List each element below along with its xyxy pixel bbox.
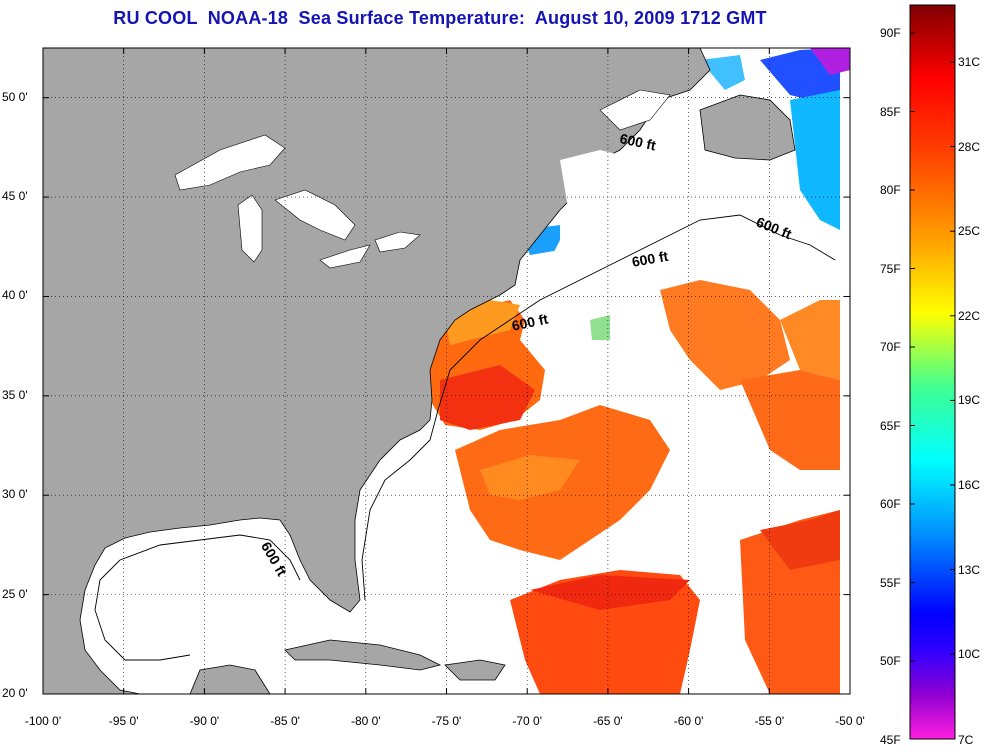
colorbar-f-label: 75F <box>880 261 901 276</box>
colorbar-c-label: 28C <box>958 139 981 154</box>
x-tick-label: -50 0' <box>835 714 865 728</box>
colorbar-f-label: 45F <box>880 733 901 747</box>
colorbar-c-label: 22C <box>958 308 981 323</box>
y-tick-label: 45 0' <box>2 189 28 204</box>
colorbar <box>909 4 956 740</box>
y-tick-label: 30 0' <box>2 487 28 502</box>
colorbar-f-label: 65F <box>880 418 901 433</box>
x-tick-label: -95 0' <box>108 714 139 728</box>
colorbar-c-label: 31C <box>958 55 981 69</box>
colorbar-c-label: 10C <box>958 647 981 662</box>
isobath-600ft <box>94 214 836 661</box>
grid <box>43 48 850 694</box>
y-tick-label: 40 0' <box>2 288 28 303</box>
colorbar-f-label: 50F <box>880 654 901 668</box>
x-tick-label: -80 0' <box>350 714 381 728</box>
x-tick-label: -100 0' <box>24 714 62 728</box>
colorbar-f-label: 70F <box>880 340 901 354</box>
y-tick-label: 25 0' <box>2 586 28 601</box>
x-tick-label: -60 0' <box>673 714 704 728</box>
y-tick-label: 20 0' <box>2 686 28 700</box>
colorbar-f-label: 55F <box>880 575 901 590</box>
x-tick-label: -90 0' <box>189 714 220 728</box>
colorbar-f-label: 80F <box>880 183 901 197</box>
colorbar-c-label: 7C <box>958 733 974 747</box>
x-tick-label: -55 0' <box>754 714 785 728</box>
colorbar-c-label: 13C <box>958 562 981 577</box>
x-tick-label: -75 0' <box>431 714 462 728</box>
map-title: RU COOL NOAA-18 Sea Surface Temperature:… <box>113 8 767 28</box>
colorbar-f-label: 60F <box>880 497 901 511</box>
sst-data <box>430 48 850 694</box>
colorbar-f-label: 85F <box>880 104 901 119</box>
y-tick-label: 50 0' <box>2 89 28 104</box>
colorbar-c-label: 19C <box>958 393 981 408</box>
colorbar-f-label: 90F <box>880 26 901 40</box>
y-tick-label: 35 0' <box>2 387 28 402</box>
colorbar-c-label: 25C <box>958 224 981 239</box>
x-tick-label: -70 0' <box>512 714 543 728</box>
x-tick-label: -65 0' <box>593 714 623 728</box>
great-lakes <box>174 89 671 269</box>
colorbar-c-label: 16C <box>958 478 981 492</box>
x-tick-label: -85 0' <box>270 714 300 728</box>
cloud-cover <box>540 150 700 290</box>
